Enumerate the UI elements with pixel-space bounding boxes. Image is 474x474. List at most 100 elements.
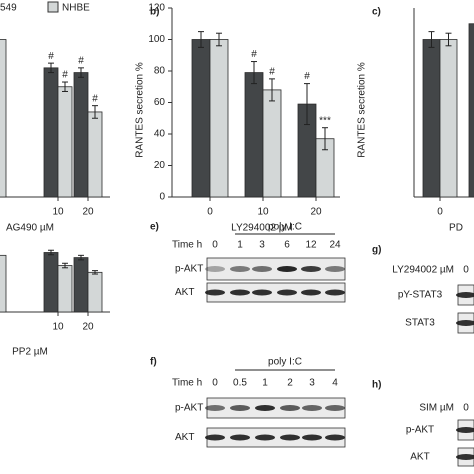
bar <box>87 111 103 198</box>
y-tick-label: 20 <box>154 160 166 171</box>
x-axis-label: AG490 µM <box>6 223 54 234</box>
row-label: p-AKT <box>175 403 203 414</box>
treatment-label: poly I:C <box>268 222 302 233</box>
x-tick-label: 10 <box>257 207 269 218</box>
legend-label: 549 <box>0 3 17 14</box>
annotation: # <box>251 49 257 60</box>
row-label: p-AKT <box>406 425 434 436</box>
blot-band <box>301 289 321 296</box>
blot-band <box>252 266 272 272</box>
blot-band <box>255 405 275 411</box>
lane-label: 1 <box>262 378 268 389</box>
x-tick-label: 20 <box>82 322 94 333</box>
annotation: *** <box>319 115 331 126</box>
x-tick-label: 20 <box>310 207 322 218</box>
blot-band <box>456 320 474 326</box>
bar <box>73 257 89 313</box>
lane-label: 0 <box>463 265 469 276</box>
x-tick-label: 10 <box>52 322 64 333</box>
blot-strip <box>206 282 346 303</box>
blot-band <box>456 427 474 433</box>
blot-band <box>301 266 321 272</box>
panel-label: h) <box>372 380 381 391</box>
y-tick-label: 60 <box>154 97 166 108</box>
lane-title: LY294002 µM <box>392 265 454 276</box>
annotation: # <box>304 71 310 82</box>
blot-band <box>302 405 322 411</box>
x-tick-label: 20 <box>82 207 94 218</box>
row-label: pY-STAT3 <box>398 290 443 301</box>
annotation: # <box>62 70 68 81</box>
blot-band <box>325 434 345 441</box>
bar <box>191 39 211 198</box>
legend-label: NHBE <box>62 3 90 14</box>
annotation: # <box>92 93 98 104</box>
x-tick-label: 10 <box>52 207 64 218</box>
x-tick-label: 0 <box>437 207 443 218</box>
blot-band <box>230 266 250 272</box>
annotation: # <box>48 51 54 62</box>
x-axis-label: PP2 µM <box>12 347 48 358</box>
blot-band <box>230 289 250 296</box>
lane-title: Time h <box>172 378 202 389</box>
lane-label: 3 <box>309 378 315 389</box>
row-label: p-AKT <box>175 264 203 275</box>
y-tick-label: 120 <box>148 3 165 14</box>
bar <box>87 271 103 313</box>
bar <box>0 254 7 313</box>
blot-band <box>456 292 474 298</box>
lane-label: 0 <box>463 403 469 414</box>
bar <box>43 67 59 198</box>
blot-band <box>205 266 225 272</box>
blot-band <box>325 405 345 411</box>
blot-strip <box>206 427 346 448</box>
blot-band <box>205 434 225 441</box>
bar <box>209 39 229 198</box>
y-tick-label: 40 <box>154 129 166 140</box>
panel-label: e) <box>150 222 159 233</box>
y-tick-label: 80 <box>154 66 166 77</box>
lane-label: 2 <box>287 378 293 389</box>
blot-band <box>252 289 272 296</box>
panel-label: c) <box>372 7 381 18</box>
row-label: AKT <box>175 287 194 298</box>
row-label: STAT3 <box>405 318 435 329</box>
blot-band <box>277 289 297 296</box>
blot-strip <box>206 397 346 419</box>
blot-band <box>277 266 297 272</box>
blot-band <box>325 266 345 272</box>
legend-swatch <box>47 1 59 13</box>
blot-band <box>280 405 300 411</box>
bar <box>262 89 282 198</box>
annotation: # <box>78 55 84 66</box>
lane-label: 0 <box>212 378 218 389</box>
blot-band <box>280 434 300 441</box>
blot-band <box>230 405 250 411</box>
bar <box>43 252 59 313</box>
lane-label: 0.5 <box>233 378 247 389</box>
blot-band <box>325 289 345 296</box>
y-tick-label: 100 <box>148 34 165 45</box>
panel-label: f) <box>150 357 157 368</box>
lane-label: 4 <box>332 378 338 389</box>
lane-title: SIM µM <box>419 403 454 414</box>
blot-band <box>205 405 225 411</box>
lane-label: 24 <box>329 240 341 251</box>
row-label: AKT <box>175 432 194 443</box>
y-tick-label: 0 <box>159 192 165 203</box>
bar <box>57 86 73 198</box>
lane-title: Time h <box>172 240 202 251</box>
lane-label: 3 <box>259 240 265 251</box>
x-axis-label: PD <box>449 223 463 234</box>
lane-label: 1 <box>237 240 243 251</box>
annotation: # <box>269 67 275 78</box>
lane-label: 6 <box>284 240 290 251</box>
blot-band <box>456 454 474 460</box>
panel-label: b) <box>150 7 159 18</box>
bar <box>468 23 474 198</box>
bar <box>57 265 73 313</box>
bar <box>422 39 441 198</box>
lane-label: 12 <box>305 240 317 251</box>
x-axis-label: LY294002 µM <box>231 223 293 234</box>
row-label: AKT <box>410 452 429 463</box>
